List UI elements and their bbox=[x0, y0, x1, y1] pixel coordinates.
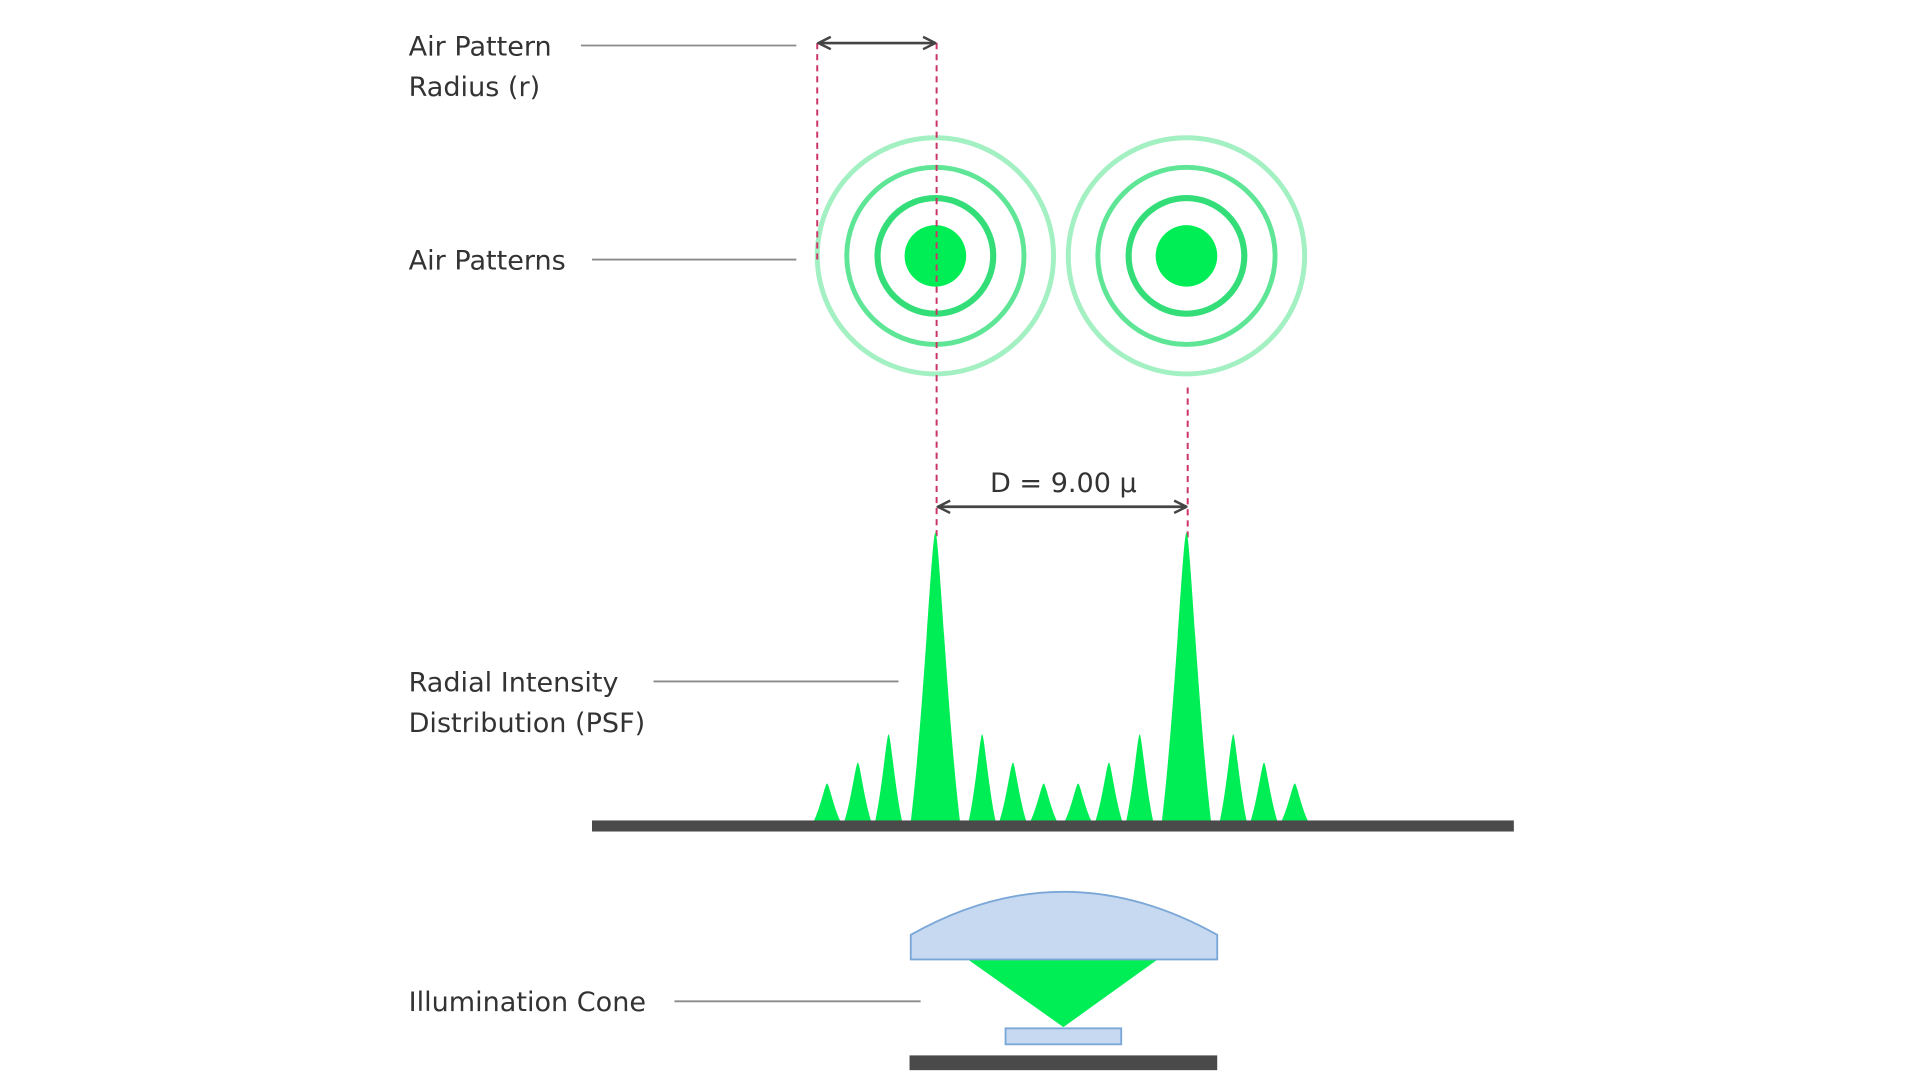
psf-peak bbox=[999, 762, 1027, 822]
psf-peak bbox=[1095, 762, 1123, 822]
label-air-patterns: Air Patterns bbox=[409, 245, 566, 276]
psf-peak bbox=[1161, 532, 1212, 822]
psf-peak bbox=[844, 762, 872, 822]
label-illumination: Illumination Cone bbox=[409, 987, 646, 1018]
airy-pattern-right bbox=[1065, 135, 1308, 377]
condenser-lens bbox=[909, 890, 1219, 961]
label-radius-line1: Air Pattern bbox=[409, 31, 552, 62]
psf-peak bbox=[968, 734, 996, 822]
psf-peak bbox=[813, 783, 841, 822]
psf-peak bbox=[910, 532, 960, 822]
label-radius-line2: Radius (r) bbox=[409, 72, 541, 103]
airy-pattern-left bbox=[814, 135, 1056, 377]
psf-peak bbox=[1281, 783, 1309, 822]
psf-peak bbox=[875, 734, 903, 822]
psf-peak bbox=[1030, 783, 1058, 822]
psf-peak bbox=[1250, 762, 1278, 822]
label-psf-line2: Distribution (PSF) bbox=[409, 708, 646, 739]
psf-peak bbox=[1126, 734, 1154, 822]
label-psf-line1: Radial Intensity bbox=[409, 667, 619, 698]
psf-peak bbox=[1064, 783, 1092, 822]
specimen-slide bbox=[1004, 1027, 1123, 1046]
stage bbox=[909, 1055, 1218, 1071]
psf-profile bbox=[813, 532, 1309, 822]
illumination-cone bbox=[966, 958, 1160, 1028]
distance-label: D = 9.00 μ bbox=[990, 468, 1137, 499]
psf-peak bbox=[1219, 734, 1247, 822]
image-plane bbox=[592, 820, 1514, 832]
